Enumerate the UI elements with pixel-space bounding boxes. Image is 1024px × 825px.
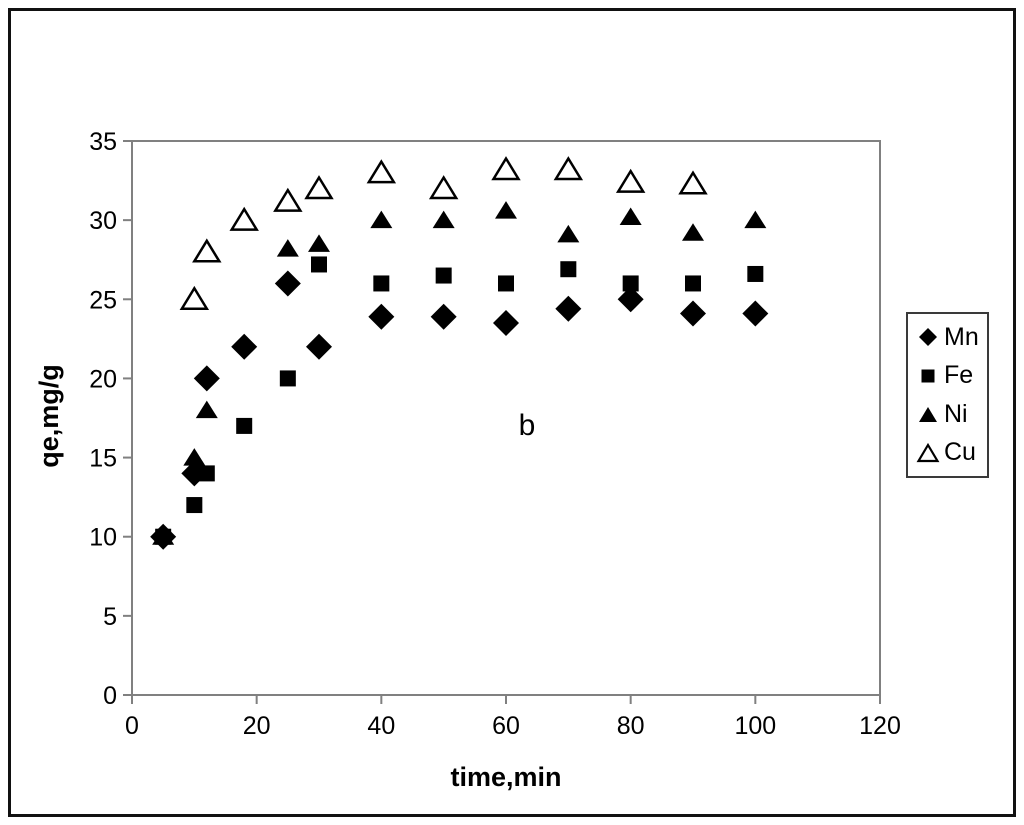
data-point-diamond xyxy=(493,310,519,337)
data-point-diamond xyxy=(231,333,258,360)
legend-label: Ni xyxy=(944,399,968,428)
data-point-open-triangle xyxy=(491,156,521,181)
data-point-diamond xyxy=(274,270,301,297)
y-tick-label: 25 xyxy=(89,286,117,314)
x-tick-label: 60 xyxy=(492,712,520,740)
y-tick-label: 20 xyxy=(89,365,117,393)
data-point-open-triangle xyxy=(179,285,210,311)
data-point-open-triangle xyxy=(229,206,259,231)
data-point-square xyxy=(622,275,639,292)
legend-item-mn: Mn xyxy=(915,323,985,352)
data-point-diamond xyxy=(193,365,220,392)
x-axis-title: time,min xyxy=(450,762,562,792)
data-point-square xyxy=(373,275,390,292)
data-point-triangle xyxy=(152,527,175,545)
legend-label: Mn xyxy=(944,322,979,351)
data-point-diamond xyxy=(430,303,457,330)
data-point-triangle xyxy=(370,210,393,229)
data-point-diamond xyxy=(680,300,706,327)
data-point-triangle xyxy=(557,224,580,243)
square-marker-icon xyxy=(921,369,935,383)
data-point-open-triangle xyxy=(678,170,708,195)
data-point-triangle xyxy=(195,400,218,419)
legend-item-cu: Cu xyxy=(915,438,985,467)
y-tick-label: 0 xyxy=(103,682,117,710)
data-point-triangle xyxy=(682,223,704,241)
x-tick-label: 120 xyxy=(859,712,901,740)
x-tick-label: 80 xyxy=(617,712,645,740)
data-point-diamond xyxy=(368,303,395,330)
data-point-open-triangle xyxy=(304,175,334,200)
series-fe xyxy=(155,256,764,545)
y-tick-label: 35 xyxy=(89,128,117,156)
series-ni xyxy=(152,201,767,545)
figure-border xyxy=(8,8,1016,817)
y-tick-label: 5 xyxy=(103,603,117,631)
data-point-square xyxy=(279,370,296,387)
x-tick-label: 40 xyxy=(367,712,395,740)
series-mn xyxy=(150,270,769,550)
data-point-square xyxy=(685,275,701,292)
data-point-open-triangle xyxy=(553,156,584,181)
y-tick-label: 30 xyxy=(89,207,117,235)
data-point-open-triangle xyxy=(273,187,303,212)
data-point-open-triangle xyxy=(615,168,646,193)
data-point-square xyxy=(498,275,514,292)
data-point-triangle xyxy=(432,210,455,229)
data-point-square xyxy=(198,465,215,482)
data-point-open-triangle xyxy=(366,159,397,184)
data-point-open-triangle xyxy=(192,238,222,263)
legend-label: Fe xyxy=(944,361,974,390)
legend-item-fe: Fe xyxy=(915,361,985,390)
data-point-triangle xyxy=(183,448,206,466)
series-cu xyxy=(179,156,708,311)
data-point-diamond xyxy=(306,333,332,360)
data-point-diamond xyxy=(617,286,644,313)
data-point-square xyxy=(560,261,577,278)
y-tick-label: 10 xyxy=(89,524,117,552)
data-point-triangle xyxy=(308,234,330,252)
data-point-triangle xyxy=(744,210,767,229)
data-point-square xyxy=(236,417,253,434)
legend-item-ni: Ni xyxy=(915,400,985,429)
legend-box: Mn Fe Ni Cu xyxy=(906,312,989,478)
data-point-triangle xyxy=(619,207,642,225)
y-axis-title: qe,mg/g xyxy=(34,364,64,468)
x-tick-label: 100 xyxy=(734,712,776,740)
data-point-square xyxy=(747,265,764,282)
data-point-square xyxy=(186,497,203,514)
data-point-triangle xyxy=(276,239,299,257)
x-tick-label: 0 xyxy=(125,712,139,740)
data-point-square xyxy=(311,256,327,273)
data-point-triangle xyxy=(495,201,517,219)
data-point-open-triangle xyxy=(428,175,459,200)
triangle-marker-icon xyxy=(919,407,937,423)
plot-annotation: b xyxy=(518,409,536,442)
data-point-diamond xyxy=(742,300,769,327)
open-triangle-marker-icon xyxy=(916,442,940,462)
y-tick-label: 15 xyxy=(89,445,117,473)
x-tick-label: 20 xyxy=(243,712,271,740)
data-point-square xyxy=(435,267,452,284)
diamond-marker-icon xyxy=(919,328,937,347)
data-point-diamond xyxy=(555,295,582,322)
legend-label: Cu xyxy=(944,438,976,467)
